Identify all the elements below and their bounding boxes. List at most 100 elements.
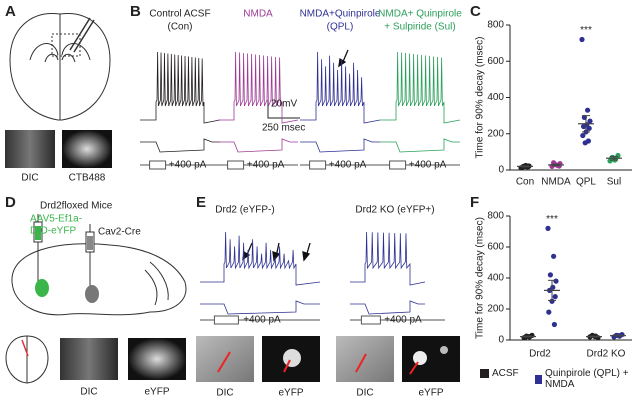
x-tick-label: QPL [576, 177, 596, 188]
voltage-trace [218, 51, 299, 124]
point [585, 107, 591, 113]
micrograph [62, 130, 112, 168]
micrograph [336, 336, 394, 382]
legend-label: ACSF [492, 368, 519, 379]
image-label: eYFP [144, 387, 169, 398]
stimulus-label: +400 pA [329, 160, 367, 171]
point [581, 123, 587, 130]
arrows [242, 49, 349, 262]
legend-item: ACSF [480, 368, 519, 379]
point [586, 125, 592, 131]
stimulus-label: +400 pA [243, 315, 281, 326]
condition-label: NMDA [243, 9, 273, 20]
legend-swatch [480, 369, 489, 378]
point [551, 321, 558, 328]
condition-label: Control ACSF [149, 9, 210, 20]
stimulus-step [227, 160, 245, 170]
legend-swatch [535, 374, 542, 384]
point [545, 225, 551, 231]
condition-label: NMDA+ Quinpirole [378, 9, 462, 20]
point [552, 294, 558, 300]
image-label: eYFP [418, 388, 443, 399]
stimulus-step [389, 160, 407, 170]
stimulus-label: +400 pA [169, 160, 207, 171]
stimulus-step [149, 160, 167, 170]
panel-letter: C [470, 3, 481, 20]
brain-coronal [9, 13, 111, 121]
y-tick-label: 200 [487, 128, 504, 139]
condition-label: NMDA+Quinpirole [300, 9, 381, 20]
image-label: eYFP [278, 388, 303, 399]
hyperpolarization-trace [200, 300, 320, 315]
syringe-fill [35, 226, 41, 240]
significance: *** [546, 214, 558, 225]
y-tick-label: 0 [498, 335, 504, 346]
stimulus-step [309, 160, 327, 170]
stimulus-label: +400 pA [247, 160, 285, 171]
hyperpolarization-trace [300, 138, 380, 153]
panel-letter: E [196, 194, 206, 211]
image-label: DIC [356, 388, 373, 399]
micrograph [5, 130, 55, 168]
cell [440, 346, 448, 354]
stimulus-step [213, 315, 239, 325]
point [547, 272, 554, 278]
image-label: DIC [216, 388, 233, 399]
y-axis-label: Time for 90% decay (msec) [475, 217, 486, 339]
syringe-fill [87, 236, 93, 250]
point [553, 278, 559, 284]
condition-label: (Con) [167, 22, 192, 33]
voltage-trace [200, 231, 321, 286]
point [580, 132, 586, 139]
y-axis-label: Time for 90% decay (msec) [475, 37, 486, 159]
voltage-trace [350, 231, 426, 286]
point [615, 152, 621, 159]
condition-label: + Sulpiride (Sul) [384, 22, 455, 33]
condition-label: Drd2 (eYFP-) [215, 205, 274, 216]
stimulus-step [360, 315, 381, 325]
image-label: DIC [80, 387, 97, 398]
injection-site [85, 285, 99, 303]
panel-letter: F [470, 194, 479, 211]
point [587, 118, 593, 124]
y-tick-label: 600 [487, 242, 504, 253]
image-label: DIC [21, 173, 38, 184]
scale-label: 250 msec [262, 123, 305, 134]
y-tick-label: 0 [498, 165, 504, 176]
y-tick-label: 800 [487, 20, 504, 31]
x-tick-label: Con [516, 177, 534, 188]
panel-letter: A [5, 3, 16, 20]
y-tick-label: 600 [487, 56, 504, 67]
point [549, 298, 555, 304]
image-label: CTB488 [69, 173, 106, 184]
voltage-trace [380, 51, 461, 124]
point [551, 253, 557, 259]
point [546, 309, 552, 315]
micrograph [402, 336, 460, 382]
hyperpolarization-trace [380, 138, 460, 153]
x-tick-label: Sul [607, 177, 621, 188]
red-arrows [217, 351, 419, 375]
voltage-trace [140, 51, 221, 124]
condition-label: Drd2 KO (eYFP+) [355, 205, 434, 216]
x-tick-label: Drd2 KO [587, 349, 626, 360]
y-tick-label: 400 [487, 92, 504, 103]
cell [413, 351, 427, 365]
stimulus-label: +400 pA [409, 160, 447, 171]
scale-label: 20mV [271, 99, 297, 110]
title: Drd2floxed Mice [40, 201, 113, 212]
panel-letter: B [130, 3, 141, 20]
brain-icon [5, 335, 49, 384]
micrograph [128, 338, 186, 380]
x-tick-label: NMDA [541, 177, 571, 188]
injection-site [35, 279, 49, 297]
y-tick-label: 800 [487, 211, 504, 222]
point [582, 140, 588, 146]
cre-label: Cav2-Cre [98, 227, 141, 238]
significance: *** [580, 25, 592, 36]
y-tick-label: 200 [487, 304, 504, 315]
stimulus-label: +400 pA [384, 315, 422, 326]
hyperpolarization-trace [140, 138, 220, 153]
micrograph [60, 338, 118, 380]
